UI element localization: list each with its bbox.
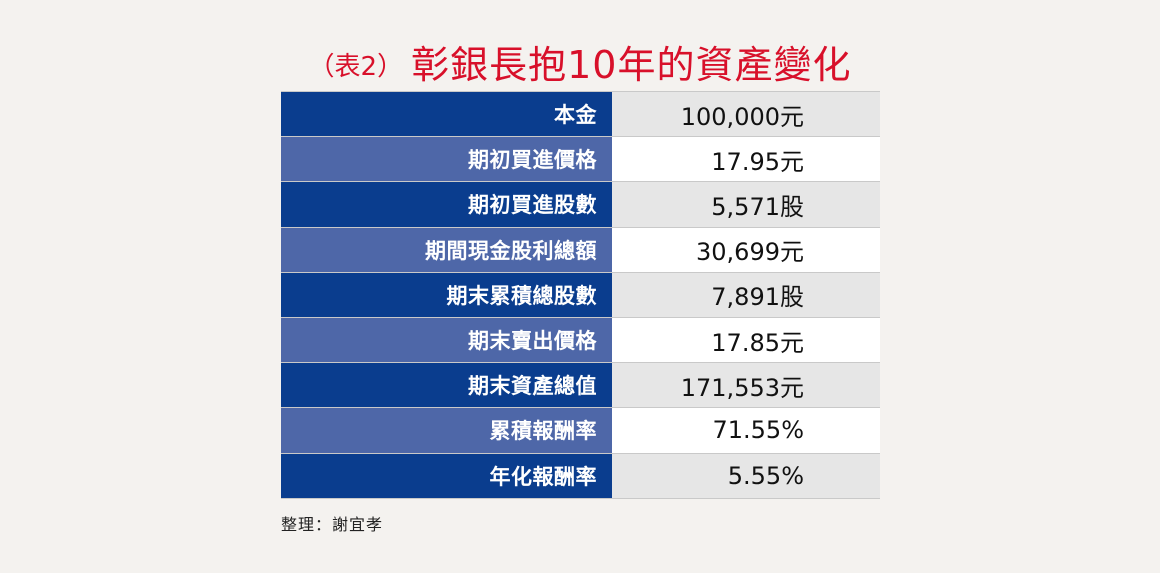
row-label: 累積報酬率	[281, 408, 612, 453]
row-label: 期初買進股數	[281, 182, 612, 227]
row-value: 30,699元	[612, 227, 880, 272]
table-row: 累積報酬率 71.55%	[281, 408, 880, 454]
table-row: 本金 100,000元	[281, 92, 880, 138]
row-value: 17.95元	[612, 137, 880, 182]
row-value: 71.55%	[612, 408, 880, 453]
table-row: 期末資產總值 171,553元	[281, 363, 880, 409]
row-label: 期末賣出價格	[281, 317, 612, 363]
table-row: 期初買進價格 17.95元	[281, 137, 880, 183]
row-value: 100,000元	[612, 92, 880, 137]
row-value: 5.55%	[612, 453, 880, 498]
table-row: 期初買進股數 5,571股	[281, 182, 880, 228]
table-row: 期末賣出價格 17.85元	[281, 317, 880, 364]
row-label: 期末累積總股數	[281, 272, 612, 317]
table-row: 年化報酬率 5.55%	[281, 453, 880, 499]
table-row: 期間現金股利總額 30,699元	[281, 227, 880, 273]
source-credit: 整理：謝宜孝	[281, 515, 384, 534]
row-label: 年化報酬率	[281, 453, 612, 498]
title-prefix: （表2）	[308, 52, 404, 82]
row-label: 本金	[281, 92, 612, 137]
row-value: 5,571股	[612, 182, 880, 227]
row-label: 期間現金股利總額	[281, 227, 612, 272]
row-value: 17.85元	[612, 317, 880, 363]
row-label: 期初買進價格	[281, 137, 612, 182]
asset-table: 本金 100,000元 期初買進價格 17.95元 期初買進股數 5,571股 …	[281, 91, 880, 499]
title-main: 彰銀長抱10年的資產變化	[411, 43, 852, 87]
row-value: 7,891股	[612, 272, 880, 317]
row-value: 171,553元	[612, 363, 880, 408]
page-title: （表2） 彰銀長抱10年的資產變化	[0, 34, 1160, 89]
table-row: 期末累積總股數 7,891股	[281, 272, 880, 318]
row-label: 期末資產總值	[281, 363, 612, 408]
